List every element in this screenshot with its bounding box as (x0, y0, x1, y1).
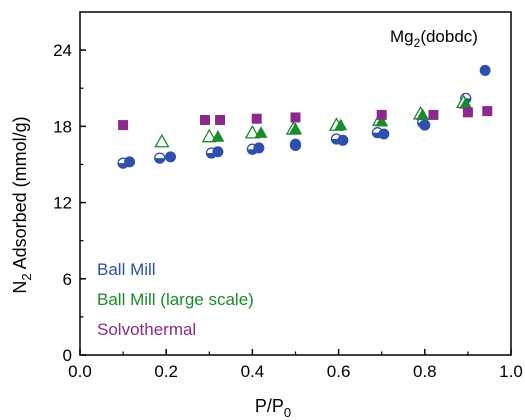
x-tick-label: 0.6 (327, 362, 351, 381)
ball-mill-large-scale-desorption-point (201, 128, 217, 143)
solvothermal-adsorption-point (215, 114, 226, 125)
data-points (117, 64, 493, 169)
compound-label: Mg2(dobdc) (390, 27, 478, 50)
x-tick-label: 0.4 (241, 362, 265, 381)
y-tick-label: 24 (53, 41, 72, 60)
ball-mill-large-scale-adsorption-point (375, 114, 389, 127)
ball-mill-large-scale-adsorption-point (416, 108, 430, 121)
ball-mill-large-scale-adsorption-point (211, 129, 225, 142)
solvothermal-adsorption-point (462, 107, 473, 118)
y-tick-label: 12 (53, 194, 72, 213)
x-tick-label: 0.8 (413, 362, 437, 381)
ball-mill-adsorption-point (419, 119, 431, 131)
ball-mill-adsorption-point (290, 138, 301, 150)
y-axis-title: N2 Adsorbed (mmol/g) (10, 116, 34, 293)
y-tick-label: 0 (63, 346, 72, 365)
x-axis-title: P/P0 (255, 396, 291, 420)
x-tick-label: 1.0 (499, 362, 523, 381)
solvothermal-adsorption-point (251, 113, 262, 124)
solvothermal-adsorption-point (199, 114, 210, 125)
ball-mill-adsorption-point (253, 142, 265, 154)
ball-mill-large-scale-adsorption-point (289, 122, 302, 135)
solvothermal-adsorption-point (118, 120, 129, 131)
ball-mill-adsorption-point (378, 128, 390, 140)
ball-mill-large-scale-adsorption-point (254, 126, 268, 138)
ball-mill-large-scale-adsorption-point (459, 96, 473, 109)
y-tick-label: 6 (63, 270, 72, 289)
ball-mill-large-scale-desorption-point (154, 133, 170, 148)
ball-mill-desorption-point (154, 152, 166, 164)
solvothermal-adsorption-point (376, 109, 387, 120)
solvothermal-adsorption-point (290, 112, 301, 123)
ball-mill-large-scale-desorption-point (244, 124, 261, 139)
legend: Ball Mill Ball Mill (large scale) Solvot… (97, 260, 254, 339)
ball-mill-adsorption-point (212, 146, 224, 158)
x-tick-label: 0.2 (154, 362, 178, 381)
ball-mill-adsorption-point (479, 64, 491, 76)
legend-label-ball-mill-large-scale: Ball Mill (large scale) (97, 290, 254, 309)
legend-label-solvothermal: Solvothermal (97, 320, 196, 339)
legend-label-ball-mill: Ball Mill (97, 260, 156, 279)
solvothermal-adsorption-point (428, 109, 439, 120)
solvothermal-adsorption-point (482, 106, 493, 117)
x-tick-label: 0.0 (68, 362, 92, 381)
plot-frame (79, 11, 512, 356)
y-tick-label: 18 (53, 117, 72, 136)
axis-ticks: 0.0 0.2 0.4 0.6 0.8 1.0 0 6 12 18 24 (53, 41, 523, 381)
ball-mill-adsorption-point (165, 151, 177, 163)
ball-mill-adsorption-point (124, 156, 136, 168)
ball-mill-large-scale-adsorption-point (334, 118, 348, 131)
ball-mill-adsorption-point (337, 134, 349, 146)
